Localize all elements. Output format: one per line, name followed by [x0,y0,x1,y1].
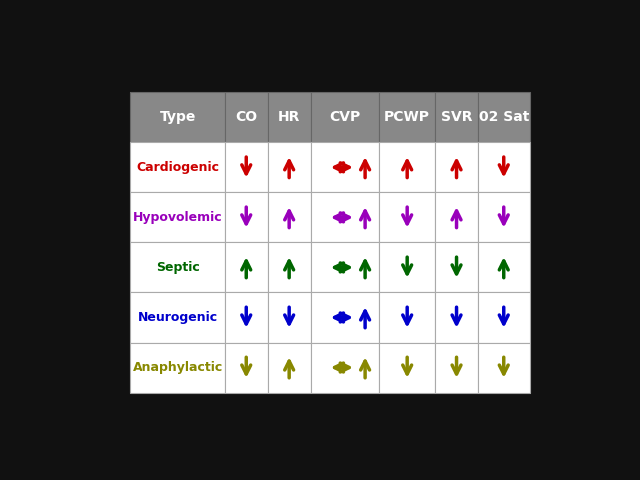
Text: Hypovolemic: Hypovolemic [132,211,222,224]
Bar [131,343,225,393]
Bar [478,292,529,343]
Bar [310,242,380,292]
Bar [380,142,435,192]
Bar [131,92,529,142]
Bar [131,92,225,142]
Bar [225,292,268,343]
Bar [268,343,310,393]
Bar [380,343,435,393]
Text: Cardiogenic: Cardiogenic [136,161,219,174]
Bar [225,92,268,142]
Bar [268,92,310,142]
Text: Anaphylactic: Anaphylactic [132,361,223,374]
Bar [478,142,529,192]
Bar [268,142,310,192]
Text: Septic: Septic [156,261,200,274]
Bar [310,142,380,192]
Bar [225,242,268,292]
Bar [435,142,478,192]
Bar [131,192,225,242]
Bar [131,242,225,292]
Bar [435,92,478,142]
Text: PCWP: PCWP [384,110,430,124]
Bar [131,292,225,343]
Bar [435,242,478,292]
Bar [225,192,268,242]
Text: CVP: CVP [330,110,360,124]
Bar [131,142,225,192]
Bar [268,242,310,292]
Bar [478,343,529,393]
Bar [310,92,380,142]
Bar [310,292,380,343]
Bar [225,142,268,192]
Bar [380,192,435,242]
Bar [478,92,529,142]
Text: Type: Type [159,110,196,124]
Bar [268,192,310,242]
Bar [435,292,478,343]
Bar [380,92,435,142]
Bar [478,192,529,242]
Bar [435,343,478,393]
Bar [225,343,268,393]
Text: 02 Sat: 02 Sat [479,110,529,124]
Bar [435,192,478,242]
Bar [131,92,529,393]
Bar [478,242,529,292]
Text: HR: HR [278,110,300,124]
Bar [380,292,435,343]
Text: Neurogenic: Neurogenic [138,311,218,324]
Text: SVR: SVR [441,110,472,124]
Bar [380,242,435,292]
Bar [268,292,310,343]
Bar [310,343,380,393]
Bar [310,192,380,242]
Text: CO: CO [235,110,257,124]
